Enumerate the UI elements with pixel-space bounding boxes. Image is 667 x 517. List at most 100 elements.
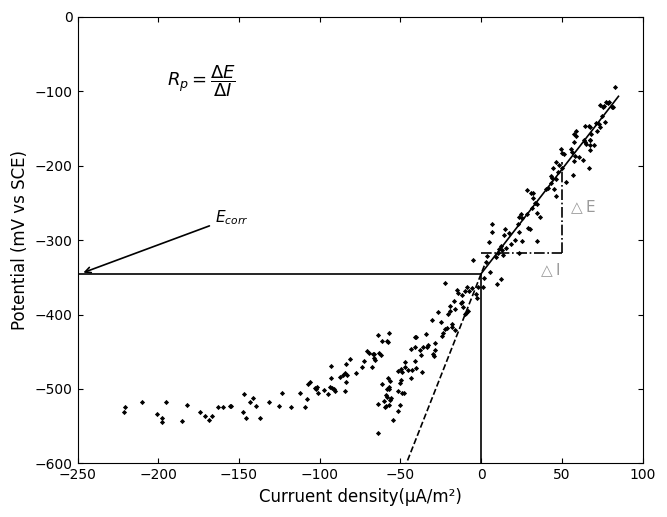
- Point: [516, 237, 527, 246]
- Point: [364, 349, 375, 357]
- Point: [523, 223, 534, 232]
- Point: [351, 369, 362, 377]
- Point: [554, 161, 564, 170]
- Point: [388, 416, 399, 424]
- Point: [445, 307, 456, 315]
- Point: [386, 394, 396, 402]
- Point: [400, 363, 410, 371]
- Point: [551, 175, 562, 184]
- Point: [499, 231, 510, 239]
- Point: [396, 389, 407, 397]
- Point: [418, 342, 428, 351]
- Point: [203, 416, 214, 424]
- Point: [369, 354, 380, 362]
- Point: [510, 236, 520, 244]
- Point: [422, 343, 432, 351]
- Point: [588, 141, 599, 149]
- Point: [559, 150, 570, 158]
- Point: [530, 199, 540, 207]
- Point: [580, 140, 591, 148]
- Point: [592, 127, 602, 135]
- Point: [584, 145, 595, 154]
- Point: [494, 245, 504, 253]
- Point: [450, 305, 460, 313]
- Point: [382, 337, 392, 345]
- Point: [569, 157, 580, 165]
- Point: [482, 252, 492, 260]
- Point: [522, 210, 532, 218]
- Point: [119, 403, 130, 412]
- Point: [406, 344, 416, 353]
- Point: [514, 227, 524, 236]
- Point: [199, 412, 210, 420]
- Point: [430, 339, 440, 347]
- Point: [378, 397, 389, 405]
- Point: [410, 333, 421, 341]
- Point: [325, 362, 336, 370]
- Point: [586, 130, 596, 138]
- Point: [585, 141, 596, 149]
- Point: [500, 224, 510, 233]
- Point: [491, 252, 502, 261]
- Point: [428, 349, 438, 358]
- Point: [407, 366, 418, 374]
- Point: [521, 186, 532, 194]
- Point: [410, 357, 420, 365]
- Point: [330, 387, 341, 396]
- Point: [541, 185, 552, 193]
- Point: [319, 386, 329, 394]
- Point: [532, 237, 543, 245]
- Point: [446, 321, 457, 329]
- Point: [380, 403, 390, 412]
- Point: [444, 302, 455, 310]
- Point: [248, 393, 259, 402]
- Point: [396, 368, 407, 376]
- Point: [430, 346, 440, 354]
- Point: [224, 402, 235, 410]
- Point: [367, 363, 378, 371]
- Point: [377, 381, 388, 389]
- Point: [241, 414, 251, 422]
- Point: [400, 358, 410, 367]
- Point: [485, 267, 496, 276]
- Point: [380, 391, 391, 399]
- Point: [436, 318, 446, 326]
- Y-axis label: Potential (mV vs SCE): Potential (mV vs SCE): [11, 150, 29, 330]
- Point: [368, 350, 378, 358]
- Point: [601, 98, 612, 106]
- Point: [325, 383, 336, 391]
- Point: [376, 351, 387, 359]
- Point: [598, 102, 608, 111]
- Point: [551, 192, 562, 201]
- Point: [302, 394, 313, 403]
- Point: [217, 403, 228, 411]
- Point: [410, 332, 420, 341]
- Point: [426, 315, 437, 324]
- Point: [340, 387, 350, 395]
- Point: [409, 343, 420, 352]
- Point: [456, 299, 466, 308]
- Point: [453, 290, 464, 298]
- Point: [598, 102, 609, 110]
- Point: [460, 286, 470, 295]
- Point: [590, 119, 601, 127]
- Point: [422, 341, 433, 349]
- Point: [570, 132, 581, 140]
- Point: [323, 390, 334, 398]
- Point: [450, 326, 460, 334]
- Point: [526, 203, 537, 211]
- Text: $\triangle$E: $\triangle$E: [568, 199, 597, 217]
- Point: [532, 209, 542, 217]
- Point: [255, 414, 265, 422]
- Point: [471, 291, 482, 299]
- Text: $R_p = \dfrac{\Delta E}{\Delta I}$: $R_p = \dfrac{\Delta E}{\Delta I}$: [167, 64, 236, 99]
- Point: [414, 346, 425, 354]
- Point: [466, 284, 477, 292]
- Point: [472, 294, 482, 302]
- Point: [584, 123, 595, 131]
- Point: [437, 328, 448, 337]
- Point: [568, 130, 579, 138]
- Point: [449, 297, 460, 305]
- Point: [514, 213, 524, 221]
- Point: [458, 303, 468, 311]
